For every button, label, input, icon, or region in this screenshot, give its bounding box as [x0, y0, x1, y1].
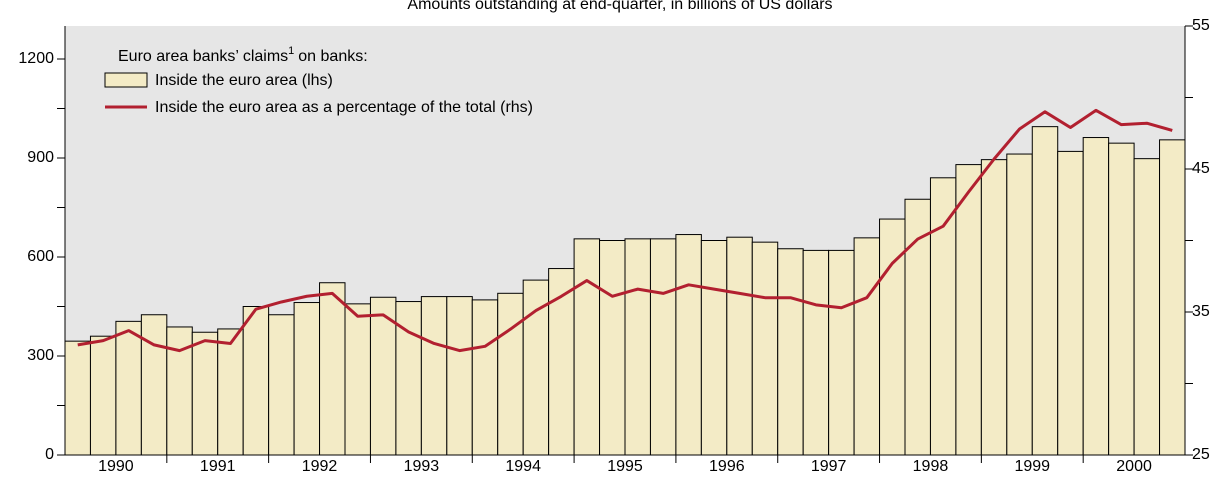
- bar: [700, 240, 728, 456]
- y-tick-label: 0: [45, 446, 54, 463]
- chart-title: Amounts outstanding at end-quarter, in b…: [407, 0, 832, 13]
- bar: [802, 249, 830, 456]
- line-series: [77, 108, 1173, 353]
- bar: [1133, 158, 1161, 456]
- bar: [1031, 126, 1059, 456]
- x-tick-label: 1999: [1014, 458, 1050, 475]
- bar: [929, 177, 957, 456]
- y-tick-label: 600: [27, 248, 54, 265]
- bar: [777, 248, 804, 456]
- y2-tick-label: 35: [1192, 303, 1210, 320]
- bar: [293, 302, 321, 456]
- bar: [64, 340, 91, 456]
- y-tick-label: 900: [27, 149, 54, 166]
- legend-label: Inside the euro area as a percentage of …: [155, 99, 533, 116]
- bar: [955, 164, 982, 456]
- bar: [573, 238, 601, 456]
- bar: [471, 299, 499, 456]
- x-tick-label: 1998: [913, 458, 949, 475]
- bar: [242, 306, 270, 456]
- legend-title-end: on banks:: [298, 48, 367, 65]
- bar: [751, 241, 779, 456]
- bar: [649, 238, 677, 456]
- bar: [980, 159, 1008, 456]
- bar: [140, 314, 168, 456]
- axes: 0 300 600 900 1200 25 35 45 55 1990 1991 1992 1993 19…: [18, 17, 1209, 475]
- bar: [115, 320, 142, 456]
- legend-title-text: Euro area banks’ claims: [118, 48, 288, 65]
- bar: [268, 314, 295, 456]
- bar: [344, 303, 371, 456]
- y2-tick-label: 25: [1192, 446, 1210, 463]
- y-tick-label: 300: [27, 347, 54, 364]
- bar: [853, 237, 881, 456]
- bar: [726, 236, 753, 456]
- bar: [446, 296, 473, 456]
- bar: [1057, 150, 1084, 456]
- bar: [497, 292, 524, 456]
- y-tick-label: 1200: [18, 50, 54, 67]
- bar: [191, 331, 219, 456]
- x-tick-label: 1995: [607, 458, 643, 475]
- bar: [624, 238, 651, 456]
- bar: [369, 296, 397, 456]
- legend-label: Inside the euro area (lhs): [155, 72, 333, 89]
- bar: [1159, 139, 1186, 456]
- x-tick-label: 2000: [1116, 458, 1152, 475]
- y2-tick-label: 55: [1192, 17, 1210, 34]
- bar: [1108, 142, 1135, 456]
- bar: [1006, 153, 1033, 456]
- legend-swatch: [104, 72, 148, 88]
- footnote-mark: 1: [288, 45, 294, 57]
- bar: [217, 328, 244, 456]
- bar: [319, 282, 346, 456]
- bars: [64, 126, 1186, 456]
- bar: [828, 249, 855, 456]
- x-tick-label: 1991: [200, 458, 236, 475]
- legend-title: Euro area banks’ claims1 on banks:: [118, 45, 368, 65]
- y2-tick-label: 45: [1192, 160, 1210, 177]
- bar: [89, 335, 117, 456]
- bar: [420, 296, 448, 456]
- bar: [675, 234, 702, 456]
- bar: [1082, 137, 1110, 456]
- x-tick-label: 1994: [505, 458, 541, 475]
- x-tick-label: 1997: [811, 458, 847, 475]
- x-tick-label: 1990: [98, 458, 134, 475]
- line-layer: [77, 108, 1173, 353]
- x-tick-label: 1993: [404, 458, 440, 475]
- bar: [599, 240, 626, 456]
- x-tick-label: 1992: [302, 458, 338, 475]
- x-tick-label: 1996: [709, 458, 745, 475]
- legend: Euro area banks’ claims1 on banks: Inside…: [104, 45, 533, 116]
